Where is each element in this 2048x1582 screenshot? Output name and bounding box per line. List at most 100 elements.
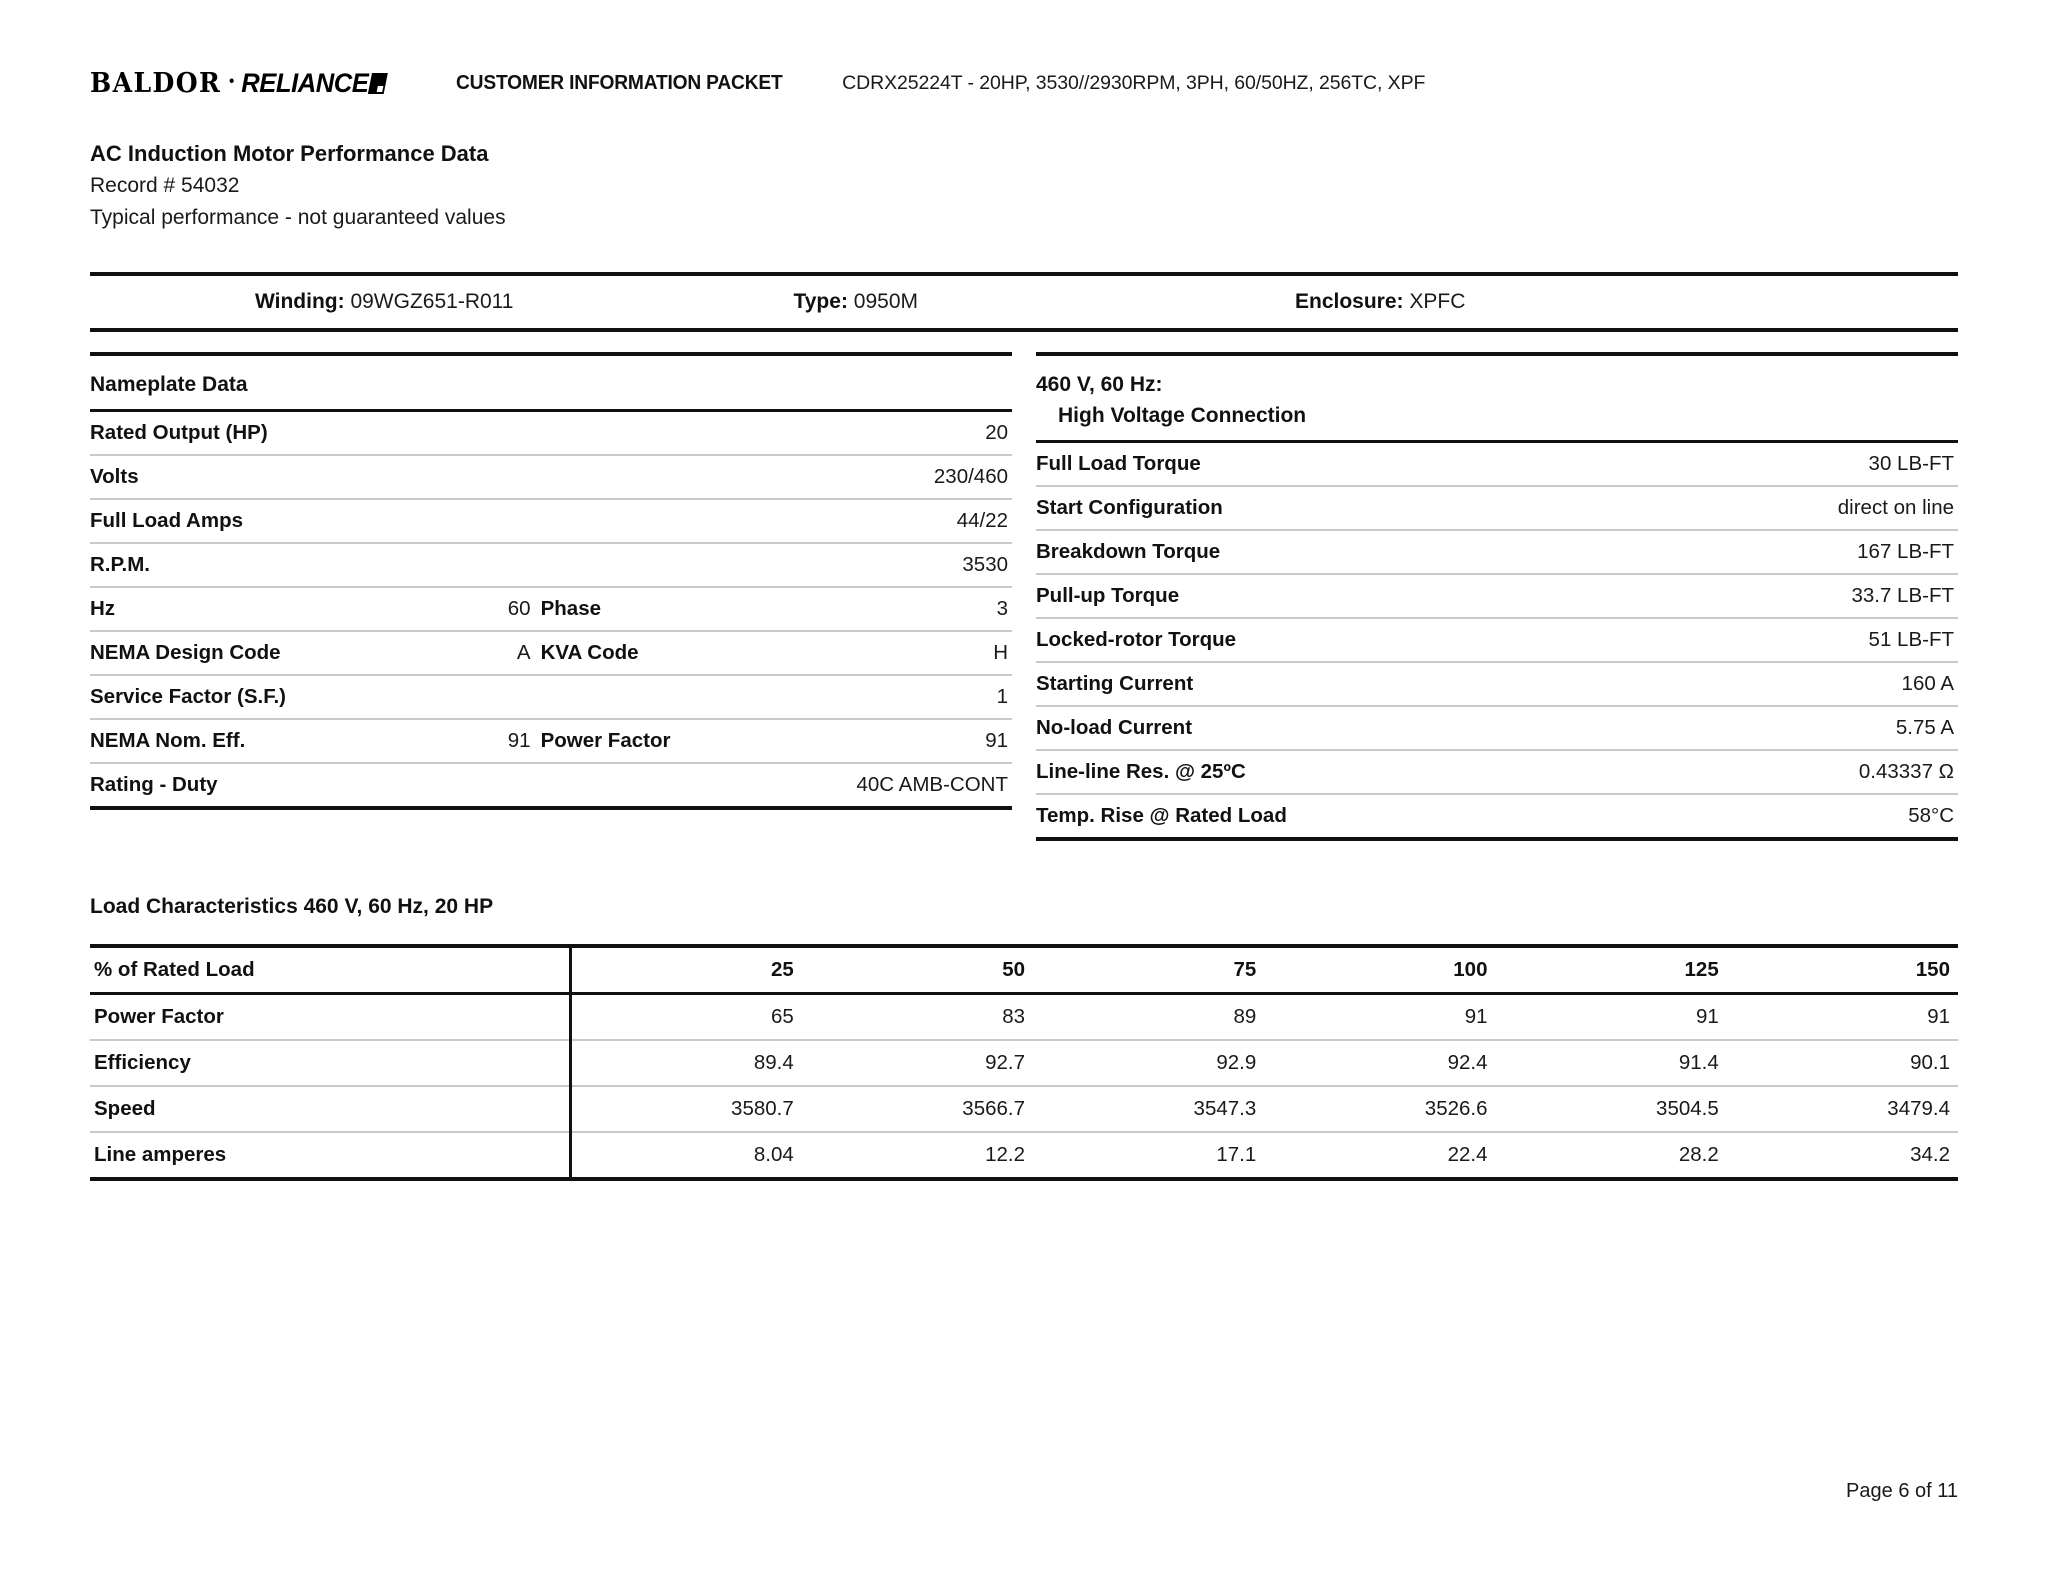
table-row: Breakdown Torque 167 LB-FT: [1036, 530, 1958, 574]
spec-key: Full Load Torque: [1036, 452, 1201, 475]
connection-data-column: 460 V, 60 Hz: High Voltage Connection Fu…: [1036, 352, 1958, 841]
load-column-header: 25: [770, 958, 794, 981]
load-cell: 65: [770, 1005, 794, 1028]
table-row: R.P.M. 3530: [90, 543, 1012, 587]
page-header: BALDOR · RELIANCE CUSTOMER INFORMATION P…: [90, 62, 1958, 104]
load-column-header: 50: [1002, 958, 1025, 981]
spec-value: 3: [996, 597, 1008, 620]
load-cell: 91.4: [1678, 1051, 1719, 1074]
load-column-header: 75: [1233, 958, 1257, 981]
table-row: Starting Current 160 A: [1036, 662, 1958, 706]
load-cell: 28.2: [1678, 1143, 1719, 1166]
load-cell: 3526.6: [1424, 1097, 1488, 1120]
table-row: Service Factor (S.F.) 1: [90, 675, 1012, 719]
logo-square-mark: [367, 72, 388, 94]
baldor-reliance-logo: BALDOR · RELIANCE: [90, 65, 388, 99]
load-column-header: 125: [1684, 958, 1719, 981]
load-cell: 12.2: [985, 1143, 1025, 1166]
load-cell: 91: [1927, 1005, 1950, 1028]
table-header-row: % of Rated Load 25 50 75 100 125 150: [90, 946, 1958, 994]
load-table-head: % of Rated Load 25 50 75 100 125 150: [90, 946, 1958, 994]
table-row: Volts 230/460: [90, 455, 1012, 499]
spec-mid-key: KVA Code: [540, 641, 639, 664]
winding-type-enclosure-band: Winding: 09WGZ651-R011 Type: 0950M Enclo…: [90, 272, 1958, 332]
load-cell: 83: [1002, 1005, 1025, 1028]
spec-value: 91: [985, 729, 1008, 752]
load-row-label: Line amperes: [90, 1132, 572, 1179]
type-value: 0950M: [853, 290, 918, 313]
page-number: Page 6 of 11: [1846, 1480, 1958, 1502]
load-cell: 92.7: [985, 1051, 1025, 1074]
table-row: Efficiency 89.4 92.7 92.9 92.4 91.4 90.1: [90, 1040, 1958, 1086]
packet-title: CUSTOMER INFORMATION PACKET: [456, 71, 783, 94]
spec-spacer: [508, 455, 681, 499]
disclaimer-text: Typical performance - not guaranteed val…: [90, 206, 506, 229]
spec-key: NEMA Nom. Eff.: [90, 729, 246, 752]
spec-key: Temp. Rise @ Rated Load: [1036, 804, 1287, 827]
winding-value: 09WGZ651-R011: [350, 290, 514, 313]
spec-key: Service Factor (S.F.): [90, 685, 286, 708]
load-cell: 91: [1695, 1005, 1719, 1028]
load-table-body: Power Factor 65 83 89 91 91 91 Efficiency 89.4 92…: [90, 993, 1958, 1179]
load-row-label: Speed: [90, 1086, 572, 1132]
spec-value: H: [993, 641, 1008, 664]
spec-spacer: [508, 763, 681, 808]
nameplate-table: Rated Output (HP) 20 Volts 230/460 Full Load…: [90, 409, 1012, 810]
load-cell: 34.2: [1910, 1143, 1950, 1166]
table-row: Temp. Rise @ Rated Load 58°C: [1036, 794, 1958, 839]
nameplate-data-column: Nameplate Data Rated Output (HP) 20 Volts 2…: [90, 352, 1012, 841]
spec-key: Breakdown Torque: [1036, 540, 1221, 563]
load-cell: 92.9: [1216, 1051, 1257, 1074]
spec-mid-key: Power Factor: [540, 729, 671, 752]
load-cell: 89: [1233, 1005, 1257, 1028]
logo-separator-dot: ·: [227, 65, 237, 95]
spec-key: Pull-up Torque: [1036, 584, 1180, 607]
spec-value: 160 A: [1901, 672, 1954, 695]
spec-key: Full Load Amps: [90, 509, 243, 532]
spec-key: NEMA Design Code: [90, 641, 281, 664]
table-row: Start Configuration direct on line: [1036, 486, 1958, 530]
spec-mid-value: A: [516, 641, 531, 664]
table-row: NEMA Nom. Eff. 91 Power Factor 91: [90, 719, 1012, 763]
load-cell: 89.4: [753, 1051, 794, 1074]
table-row: NEMA Design Code A KVA Code H: [90, 631, 1012, 675]
table-row: Speed 3580.7 3566.7 3547.3 3526.6 3504.5 3479.…: [90, 1086, 1958, 1132]
page-title: AC Induction Motor Performance Data: [90, 141, 489, 166]
document-title-block: AC Induction Motor Performance Data Reco…: [90, 138, 506, 234]
load-cell: 17.1: [1216, 1143, 1257, 1166]
spec-spacer: [508, 675, 681, 719]
spec-value: direct on line: [1837, 496, 1954, 519]
enclosure-label: Enclosure:: [1295, 290, 1404, 313]
spec-key: Rated Output (HP): [90, 421, 268, 444]
enclosure-cell: Enclosure: XPFC: [1295, 290, 1465, 314]
logo-word-reliance: RELIANCE: [241, 67, 369, 98]
connection-heading-line1: 460 V, 60 Hz:: [1036, 373, 1163, 396]
packet-description: CDRX25224T - 20HP, 3530//2930RPM, 3PH, 6…: [842, 71, 1426, 94]
type-cell: Type: 0950M: [793, 290, 918, 314]
spec-key: Start Configuration: [1036, 496, 1223, 519]
spec-key: Hz: [90, 597, 116, 620]
spec-value: 33.7 LB-FT: [1851, 584, 1954, 607]
winding-label: Winding:: [255, 290, 345, 313]
table-row: Hz 60 Phase 3: [90, 587, 1012, 631]
logo-word-baldor: BALDOR: [90, 67, 222, 99]
table-row: Full Load Amps 44/22: [90, 499, 1012, 543]
load-cell: 3504.5: [1656, 1097, 1719, 1120]
load-cell: 3566.7: [962, 1097, 1025, 1120]
record-number: Record # 54032: [90, 174, 240, 197]
load-header-label: % of Rated Load: [90, 946, 572, 994]
enclosure-value: XPFC: [1409, 290, 1466, 313]
spec-value: 5.75 A: [1895, 716, 1954, 739]
table-row: Rating - Duty 40C AMB-CONT: [90, 763, 1012, 808]
spec-value: 0.43337 Ω: [1858, 760, 1954, 783]
load-characteristics-section: % of Rated Load 25 50 75 100 125 150 Power Fa…: [90, 944, 1958, 1181]
load-row-label: Power Factor: [90, 993, 572, 1040]
specifications-section: Nameplate Data Rated Output (HP) 20 Volts 2…: [90, 352, 1958, 841]
load-characteristics-title: Load Characteristics 460 V, 60 Hz, 20 HP: [90, 895, 494, 918]
spec-key: Locked-rotor Torque: [1036, 628, 1237, 651]
connection-table-body: Full Load Torque 30 LB-FT Start Configurat…: [1036, 442, 1958, 840]
table-row: Full Load Torque 30 LB-FT: [1036, 442, 1958, 486]
spec-key: Line-line Res. @ 25ºC: [1036, 760, 1246, 783]
table-row: Rated Output (HP) 20: [90, 411, 1012, 455]
